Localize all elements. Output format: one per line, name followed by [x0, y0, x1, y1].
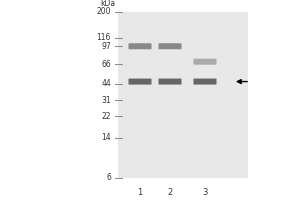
- Text: 116: 116: [97, 33, 111, 42]
- Text: 2: 2: [167, 188, 172, 197]
- FancyBboxPatch shape: [158, 79, 182, 85]
- Text: 31: 31: [101, 96, 111, 105]
- FancyBboxPatch shape: [194, 59, 217, 65]
- FancyBboxPatch shape: [128, 43, 152, 49]
- Text: 200: 200: [97, 7, 111, 17]
- Text: 1: 1: [137, 188, 142, 197]
- Text: 6: 6: [106, 173, 111, 182]
- Bar: [118, 12, 248, 178]
- Text: 66: 66: [101, 60, 111, 69]
- Text: kDa: kDa: [100, 0, 116, 8]
- Text: 14: 14: [101, 133, 111, 142]
- FancyBboxPatch shape: [128, 79, 152, 85]
- Text: 3: 3: [202, 188, 208, 197]
- Text: 22: 22: [101, 112, 111, 121]
- FancyBboxPatch shape: [158, 43, 182, 49]
- Text: 44: 44: [101, 79, 111, 88]
- FancyBboxPatch shape: [194, 79, 217, 85]
- Text: 97: 97: [101, 42, 111, 51]
